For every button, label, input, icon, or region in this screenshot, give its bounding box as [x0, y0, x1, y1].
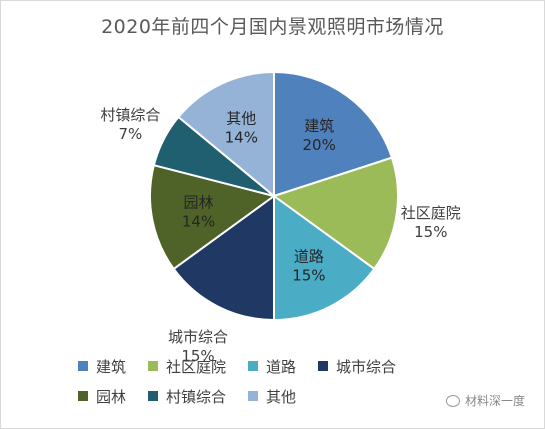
slice-category-label: 村镇综合	[100, 106, 160, 124]
legend-label: 社区庭院	[166, 357, 227, 376]
legend-item: 社区庭院	[148, 357, 227, 376]
legend-label: 园林	[96, 387, 127, 406]
pie-slice-2	[271, 156, 399, 271]
legend-swatch	[148, 391, 159, 401]
pie-slice-3	[273, 194, 376, 322]
legend-swatch	[318, 361, 329, 371]
legend-item: 道路	[248, 357, 297, 376]
legend-item: 园林	[78, 387, 127, 406]
wechat-icon	[446, 394, 460, 407]
slice-category-label: 园林	[183, 193, 213, 211]
slice-value-label: 14%	[225, 128, 258, 146]
pie-slice-5	[149, 163, 277, 271]
slice-category-label: 社区庭院	[401, 204, 461, 222]
slice-value-label: 20%	[303, 136, 336, 154]
slice-category-label: 建筑	[304, 117, 334, 135]
slice-category-label: 道路	[294, 248, 324, 266]
watermark-text: 材料深一度	[465, 394, 526, 408]
legend-swatch	[148, 361, 159, 371]
legend-label: 城市综合	[336, 357, 397, 376]
chart-legend: 建筑 社区庭院 道路 城市综合园林 村镇综合 其他	[78, 357, 478, 406]
pie-slice-4	[172, 194, 275, 322]
slice-category-label: 城市综合	[168, 328, 228, 346]
legend-swatch	[78, 391, 88, 401]
legend-item: 建筑	[78, 357, 127, 376]
slice-value-label: 15%	[292, 267, 325, 285]
legend-item: 城市综合	[318, 357, 397, 376]
legend-label: 其他	[266, 387, 297, 406]
chart-title: 2020年前四个月国内景观照明市场情况	[101, 16, 444, 38]
legend-swatch	[248, 391, 259, 401]
legend-swatch	[78, 361, 88, 371]
slice-value-label: 14%	[182, 212, 215, 230]
slice-category-label: 其他	[226, 109, 256, 127]
slice-value-label: 15%	[181, 347, 214, 365]
legend-swatch	[248, 361, 259, 371]
slice-value-label: 15%	[414, 223, 447, 241]
legend-label: 道路	[266, 357, 297, 376]
legend-item: 村镇综合	[148, 387, 227, 406]
watermark: 材料深一度	[446, 392, 525, 409]
legend-label: 建筑	[96, 357, 127, 376]
pie-slice-1	[273, 70, 394, 198]
legend-item: 其他	[248, 387, 297, 406]
legend-label: 村镇综合	[166, 387, 227, 406]
slice-value-label: 7%	[119, 125, 143, 143]
pie-slice-7	[177, 70, 275, 199]
